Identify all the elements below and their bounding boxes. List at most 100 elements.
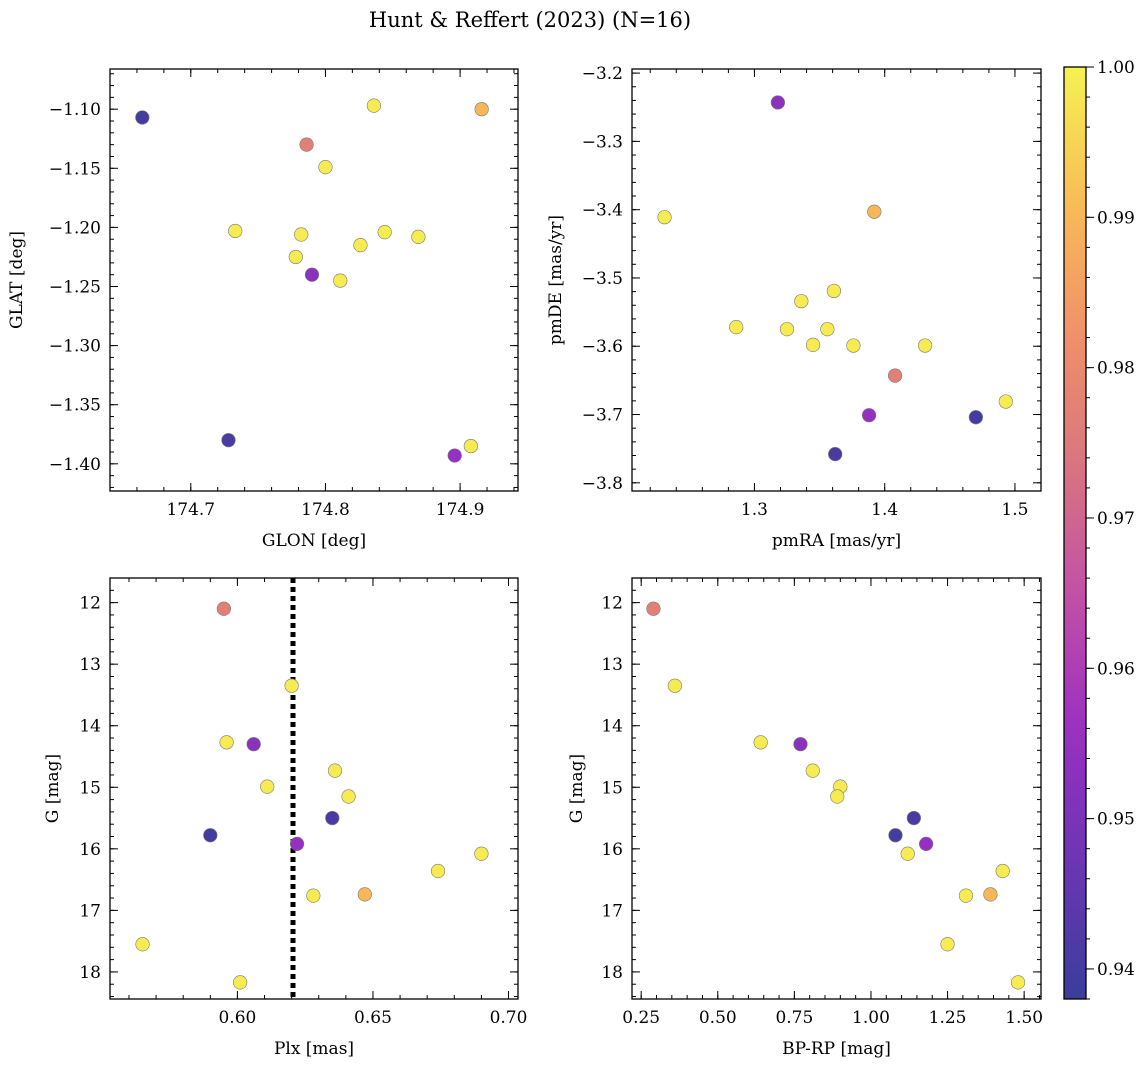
data-point [228, 223, 243, 239]
data-point [867, 204, 882, 219]
axes-frame [109, 577, 519, 1000]
data-point [657, 210, 672, 225]
x-tick-label: 1.50 [1005, 1008, 1043, 1028]
y-tick-label: −1.25 [49, 278, 101, 298]
y-axis-label: G [mag] [43, 754, 63, 823]
x-tick-label: 1.4 [871, 500, 898, 520]
colorbar-tick-label: 1.00 [1097, 58, 1135, 78]
data-point [917, 338, 933, 353]
data-point [667, 678, 682, 693]
data-point [219, 735, 234, 750]
data-point [826, 283, 841, 299]
data-point [888, 828, 903, 843]
data-point [289, 836, 305, 851]
data-point [474, 846, 489, 861]
data-point [411, 229, 426, 244]
colorbar-tick-label: 0.97 [1097, 509, 1135, 529]
y-tick-label: −1.20 [49, 218, 101, 238]
y-tick-label: −3.7 [582, 406, 623, 426]
figure-title: Hunt & Reffert (2023) (N=16) [369, 8, 691, 32]
data-point [304, 267, 320, 282]
data-point [794, 294, 809, 309]
y-tick-label: −1.10 [49, 100, 101, 120]
y-tick-label: 14 [601, 717, 623, 737]
y-tick-label: 18 [601, 963, 623, 983]
y-axis-label: GLAT [deg] [7, 231, 27, 329]
x-tick-label: 1.25 [929, 1008, 967, 1028]
data-point [888, 368, 903, 383]
y-tick-label: 16 [601, 840, 623, 860]
x-tick-label: 0.60 [218, 1008, 256, 1028]
data-point [294, 227, 309, 242]
x-tick-label: 174.8 [301, 500, 350, 520]
data-point [998, 394, 1013, 409]
data-point [430, 863, 446, 879]
panel-pmra-pmde: 1.3 1.4 1.5 −3.8 −3.7 −3.6 −3.5 −3.4 −3.3 −3.2 pmR… [546, 64, 1042, 551]
data-point [828, 447, 843, 462]
y-tick-label: −1.15 [49, 159, 101, 179]
data-point [846, 338, 861, 353]
y-tick-label: −3.5 [582, 269, 623, 289]
data-point [447, 448, 462, 463]
data-point [830, 789, 845, 804]
data-point [327, 763, 343, 778]
axes-frame [631, 577, 1042, 1000]
data-point [221, 433, 236, 448]
data-point [463, 438, 478, 454]
data-point [233, 975, 248, 990]
data-point [288, 249, 303, 265]
y-tick-label: −3.4 [582, 201, 623, 221]
data-point [919, 836, 934, 851]
axes-frame [631, 68, 1042, 492]
data-point [246, 737, 261, 752]
y-tick-label: 12 [601, 594, 623, 614]
axes-frame [109, 68, 519, 492]
data-point [341, 789, 356, 804]
x-axis-label: Plx [mas] [274, 1039, 354, 1059]
y-tick-label: −1.35 [49, 396, 101, 416]
data-point [968, 410, 983, 425]
colorbar-tick-label: 0.98 [1097, 359, 1135, 379]
x-tick-label: 0.70 [490, 1008, 528, 1028]
data-point [820, 322, 835, 337]
data-point [306, 888, 321, 903]
x-tick-label: 1.3 [741, 500, 768, 520]
data-point [906, 810, 921, 826]
y-tick-label: 17 [79, 901, 101, 921]
colorbar-tick-label: 0.99 [1097, 208, 1135, 228]
x-tick-label: 174.7 [166, 500, 215, 520]
colorbar-gradient [1063, 66, 1087, 1000]
data-point [284, 678, 299, 693]
panel-glon-glat: 174.7 174.8 174.9 −1.40 −1.35 −1.30 −1.25 −1.20… [7, 68, 519, 551]
data-point [861, 408, 877, 423]
data-point [366, 98, 382, 113]
y-tick-label: 14 [79, 717, 101, 737]
data-point [216, 601, 231, 616]
x-tick-label: 1.5 [1001, 500, 1028, 520]
y-tick-label: 18 [79, 963, 101, 983]
colorbar-tick-label: 0.94 [1097, 960, 1135, 980]
y-tick-label: 13 [601, 655, 623, 675]
x-axis-label: BP-RP [mag] [782, 1039, 891, 1059]
y-tick-label: −3.3 [582, 132, 623, 152]
x-tick-label: 1.00 [852, 1008, 890, 1028]
data-point [753, 735, 768, 750]
panel-plx-g: 0.60 0.65 0.70 12 13 14 15 16 17 18 Plx [mas] G [ma… [43, 577, 528, 1059]
y-tick-label: 17 [601, 901, 623, 921]
data-point [318, 160, 333, 175]
colorbar-tick-label: 0.95 [1097, 810, 1135, 830]
x-tick-label: 0.75 [775, 1008, 813, 1028]
x-tick-label: 0.25 [622, 1008, 660, 1028]
y-tick-label: 12 [79, 594, 101, 614]
x-axis-label: pmRA [mas/yr] [772, 531, 901, 551]
data-point [729, 320, 744, 335]
data-point [474, 102, 489, 117]
y-tick-label: −3.6 [582, 337, 623, 357]
y-tick-label: −1.40 [49, 455, 101, 475]
data-point [805, 337, 821, 352]
data-point [357, 887, 372, 902]
data-point [900, 846, 915, 861]
colorbar: 0.94 0.95 0.96 0.97 0.98 0.99 1.00 [1063, 58, 1135, 1000]
data-point [203, 828, 218, 843]
